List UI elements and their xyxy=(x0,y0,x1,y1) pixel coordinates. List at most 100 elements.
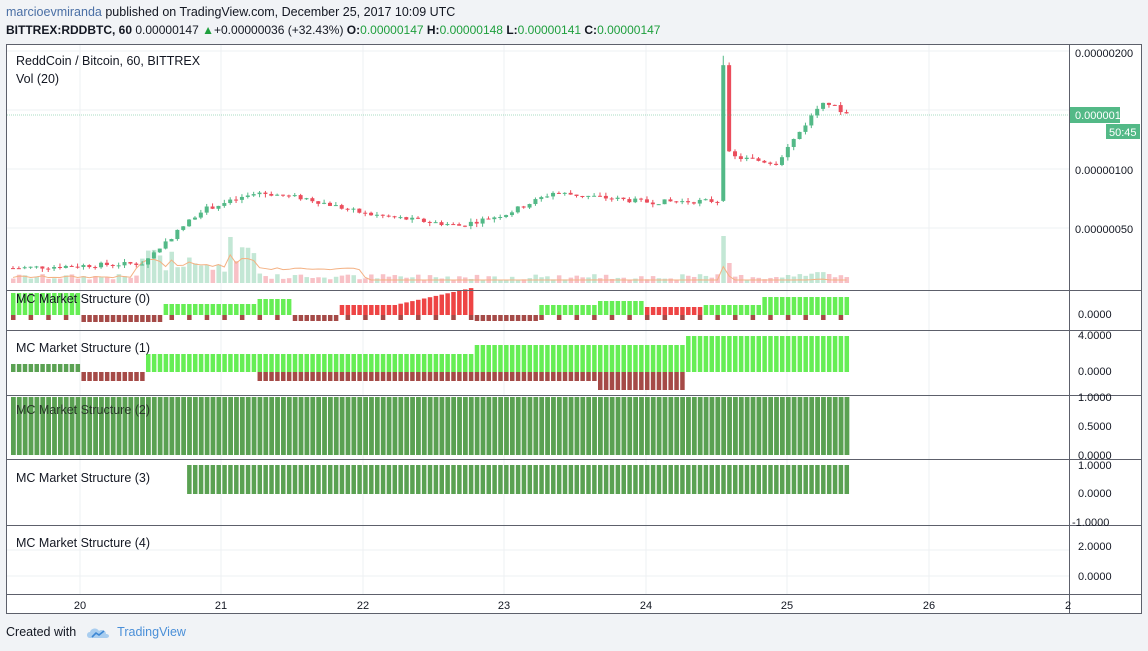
candle-body xyxy=(398,217,403,219)
mc0-bar xyxy=(750,305,756,315)
volume-bar xyxy=(210,269,216,283)
axis-tick: 2.0000 xyxy=(1078,541,1112,553)
chart-svg[interactable]: ReddCoin / Bitcoin, 60, BITTREX Vol (20)… xyxy=(7,45,1141,613)
mc0-bar xyxy=(239,304,245,315)
candle-body xyxy=(304,198,309,200)
mc0-bar xyxy=(63,293,69,315)
symbol-label[interactable]: BITTREX:RDDBTC, 60 xyxy=(6,23,133,37)
candle-body xyxy=(28,266,33,268)
mc0-bar xyxy=(451,315,456,320)
volume-bar xyxy=(738,274,744,283)
mc3-bar xyxy=(774,465,779,494)
high-label: H: xyxy=(426,23,440,37)
mc1-bar xyxy=(457,354,462,372)
main-pane-title: ReddCoin / Bitcoin, 60, BITTREX xyxy=(16,54,201,68)
mc0-bar xyxy=(809,297,814,315)
mc2-bar xyxy=(216,397,222,455)
mc1-bar xyxy=(727,336,732,372)
mc1-bar xyxy=(386,354,392,372)
candle-body xyxy=(281,194,286,196)
mc3-bar xyxy=(744,465,750,494)
candle-body xyxy=(204,206,209,213)
mc1-bar xyxy=(691,336,697,372)
mc3-bar xyxy=(586,465,591,494)
price-axis[interactable]: 0.00000200 0.00000100 0.00000050 xyxy=(1075,48,1133,236)
mc1-bar xyxy=(821,336,826,372)
volume-bar xyxy=(222,271,227,283)
volume-bar xyxy=(11,278,16,283)
candle-body xyxy=(357,208,362,213)
volume-bar xyxy=(803,275,808,283)
mc3-bar xyxy=(639,465,644,494)
volume-bar xyxy=(644,279,650,283)
mc2-bar xyxy=(627,397,633,455)
mc0-bar xyxy=(586,305,591,315)
mc2-bar xyxy=(257,397,263,455)
mc0-bar xyxy=(281,299,286,315)
mc3-bar xyxy=(832,465,838,494)
candle-body xyxy=(727,65,732,152)
tradingview-link[interactable]: TradingView xyxy=(117,625,186,639)
mc1-bar xyxy=(580,372,585,381)
mc0-bar xyxy=(844,297,850,315)
mc1-bar xyxy=(257,354,263,372)
mc2-bar xyxy=(521,397,527,455)
last-price-value: 0.00000147 xyxy=(135,23,199,37)
mc1-bar xyxy=(826,336,832,372)
candle-body xyxy=(63,265,68,268)
mc3-bar xyxy=(304,465,309,494)
mc1-bar xyxy=(275,354,280,372)
mc3-bar xyxy=(192,465,198,494)
candle-body xyxy=(146,258,151,265)
mc0-bar xyxy=(345,305,351,315)
candle-body xyxy=(210,206,215,209)
volume-bar xyxy=(421,279,427,283)
mc1-bar xyxy=(433,354,439,372)
volume-bar xyxy=(16,274,22,283)
last-price-tag xyxy=(1070,107,1120,123)
mc0-bar xyxy=(310,315,315,321)
mc1-bar xyxy=(322,372,327,381)
mc3-bar xyxy=(727,465,732,494)
publish-info: marcioevmiranda published on TradingView… xyxy=(6,5,455,19)
author-link[interactable]: marcioevmiranda xyxy=(6,5,102,19)
price-tick: 0.00000050 xyxy=(1075,224,1133,236)
mc3-bar xyxy=(451,465,456,494)
mc2-bar xyxy=(656,397,662,455)
mc3-bar xyxy=(750,465,756,494)
candle-body xyxy=(263,192,268,194)
candle-body xyxy=(826,102,831,105)
mc2-bar xyxy=(363,397,368,455)
mc3-bar xyxy=(239,465,245,494)
volume-bar xyxy=(81,276,86,283)
volume-bar xyxy=(234,261,239,283)
chart-container[interactable]: ReddCoin / Bitcoin, 60, BITTREX Vol (20)… xyxy=(6,44,1142,614)
candle-body xyxy=(157,248,162,253)
volume-bar xyxy=(427,275,433,283)
mc2-bar xyxy=(844,397,850,455)
mc3-bar xyxy=(598,465,603,494)
mc2-bar xyxy=(445,397,451,455)
volume-bar xyxy=(662,278,668,283)
mc2-bar xyxy=(574,397,580,455)
mc3-bar xyxy=(404,465,409,494)
mc1-bar xyxy=(615,372,621,390)
time-axis[interactable]: 20 21 22 23 24 25 26 2 xyxy=(74,600,1071,612)
mc2-bar xyxy=(680,397,685,455)
mc0-bar xyxy=(374,305,380,315)
mc1-bar xyxy=(404,372,409,381)
mc1-bar xyxy=(122,372,128,381)
volume-bar xyxy=(333,276,339,283)
mc0-bar xyxy=(697,307,703,315)
mc3-bar xyxy=(644,465,650,494)
mc0-bar xyxy=(492,315,497,321)
mc1-bar xyxy=(357,372,362,381)
mc2-bar xyxy=(304,397,310,455)
mc2-bar xyxy=(598,397,603,455)
mc1-bar xyxy=(603,372,609,390)
mc0-bar xyxy=(568,305,574,315)
volume-bar xyxy=(809,273,814,283)
mc1-bar xyxy=(492,345,497,372)
candle-body xyxy=(122,262,127,266)
mc0-bar xyxy=(545,305,550,315)
